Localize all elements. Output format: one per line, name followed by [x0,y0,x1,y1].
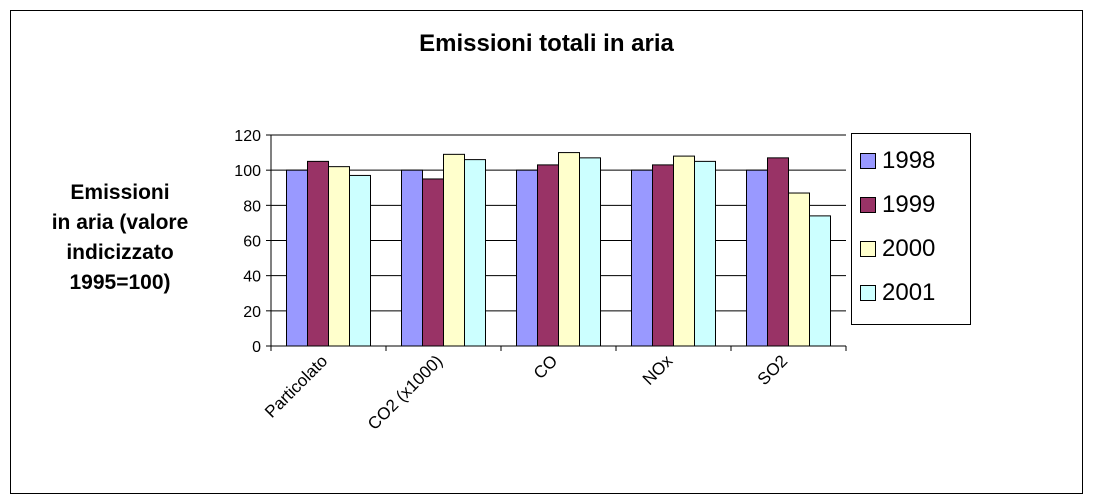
y-tick-label: 40 [243,269,261,286]
bar-2001 [694,160,716,347]
x-category-label: NOx [639,351,677,389]
legend-item-2001: 2001 [860,273,935,313]
y-tick-label: 20 [243,304,261,321]
bar-1998 [286,169,308,347]
x-category-label: SO2 [754,351,791,388]
y-tick-label: 120 [234,128,261,145]
bar-1998 [516,169,538,347]
legend-label-2000: 2000 [882,235,936,262]
legend-item-1998: 1998 [860,141,935,181]
legend-item-2000: 2000 [860,229,935,269]
bar-2000 [673,155,695,347]
bar-2001 [349,174,371,347]
bar-2001 [809,215,831,347]
y-tick-label: 0 [252,339,261,356]
bar-2000 [443,153,465,347]
x-category-label: CO [530,351,561,382]
x-category-label: Particolato [261,351,331,421]
bar-2000 [558,152,580,347]
bar-2000 [328,166,350,347]
x-category-label: CO2 (x1000) [364,351,446,433]
chart-title: Emissioni totali in aria [419,30,674,57]
legend-swatch-2001 [860,285,876,301]
bar-1998 [631,169,653,347]
bar-2000 [788,192,810,347]
bar-1999 [307,160,329,347]
bar-1999 [767,157,789,347]
bar-2001 [464,159,486,347]
legend-item-1999: 1999 [860,185,935,225]
y-tick-label: 60 [243,234,261,251]
y-axis-label: Emissioni in aria (valore indicizzato 19… [51,181,189,294]
bar-1998 [746,169,768,347]
bar-1998 [401,169,423,347]
bar-2001 [579,157,601,347]
legend-label-2001: 2001 [882,279,936,306]
legend-swatch-1999 [860,197,876,213]
bar-1999 [537,164,559,347]
y-tick-label: 80 [243,198,261,215]
y-tick-label: 100 [234,163,261,180]
legend: 1998 1999 2000 2001 [851,133,971,325]
bar-1999 [652,164,674,347]
bar-1999 [422,178,444,347]
legend-label-1998: 1998 [882,147,936,174]
legend-swatch-2000 [860,241,876,257]
legend-label-1999: 1999 [882,191,936,218]
legend-swatch-1998 [860,153,876,169]
